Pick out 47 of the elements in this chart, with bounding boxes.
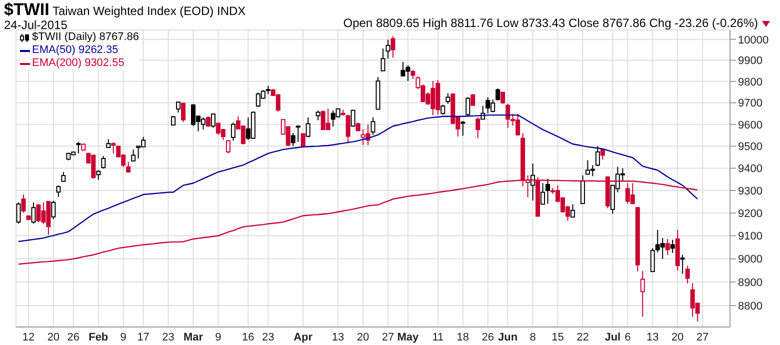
x-tick-label: 9 — [120, 332, 126, 344]
x-tick-label: 8 — [530, 332, 536, 344]
y-tick-label: 10000 — [738, 34, 769, 46]
y-tick-label: 8800 — [738, 300, 762, 312]
y-tick-label: 9400 — [738, 163, 762, 176]
x-tick-label: May — [397, 332, 420, 344]
legend-label: $TWII (Daily) 8767.86 — [32, 31, 139, 44]
x-tick-label: 27 — [382, 332, 394, 344]
x-tick-label: Jun — [498, 332, 518, 344]
legend-label: EMA(200) 9302.55 — [32, 57, 124, 70]
x-tick-label: 27 — [696, 332, 709, 344]
y-tick-label: 9900 — [738, 55, 762, 68]
x-tick-label: 13 — [646, 332, 659, 344]
x-tick-label: 13 — [332, 332, 344, 344]
y-tick-label: 8900 — [738, 276, 762, 289]
x-tick-label: Apr — [294, 332, 314, 344]
y-tick-label: 9000 — [738, 254, 762, 266]
x-tick-label: Jul — [604, 332, 621, 344]
chart-subtitle: 24-Jul-2015 — [4, 18, 68, 32]
x-tick-label: 23 — [262, 332, 274, 344]
x-tick-label: 20 — [356, 332, 370, 344]
x-tick-label: 20 — [47, 332, 60, 344]
x-tick-label: 22 — [576, 332, 589, 344]
x-tick-label: 17 — [137, 332, 150, 344]
y-tick-label: 9700 — [738, 98, 762, 110]
y-tick-label: 9100 — [738, 230, 762, 243]
x-tick-label: 18 — [456, 332, 469, 344]
x-tick-label: 9 — [215, 332, 222, 344]
legend-label: EMA(50) 9262.35 — [32, 44, 118, 57]
x-tick-label: 15 — [552, 332, 564, 344]
x-tick-label: 16 — [242, 332, 254, 344]
chart-title: $TWII Taiwan Weighted Index (EOD) INDX — [4, 0, 246, 19]
x-tick-label: 23 — [162, 332, 174, 344]
x-tick-label: Mar — [183, 332, 204, 344]
x-tick-label: 20 — [671, 332, 684, 344]
y-tick-label: 9300 — [738, 185, 762, 198]
y-tick-label: 9800 — [738, 76, 762, 88]
x-tick-label: 6 — [624, 332, 631, 344]
x-tick-label: 11 — [432, 332, 444, 344]
x-tick-label: Feb — [88, 332, 108, 344]
y-tick-label: 9600 — [738, 119, 762, 132]
x-tick-label: 26 — [482, 332, 494, 344]
y-tick-label: 9200 — [738, 208, 762, 220]
x-tick-label: 12 — [22, 332, 35, 344]
y-tick-label: 9500 — [738, 141, 762, 154]
text: Open 8809.65 High 8811.76 Low 8733.43 Close 8767.86 Chg -23.26 (-0.26%) — [343, 16, 758, 30]
x-tick-label: 26 — [67, 332, 80, 344]
